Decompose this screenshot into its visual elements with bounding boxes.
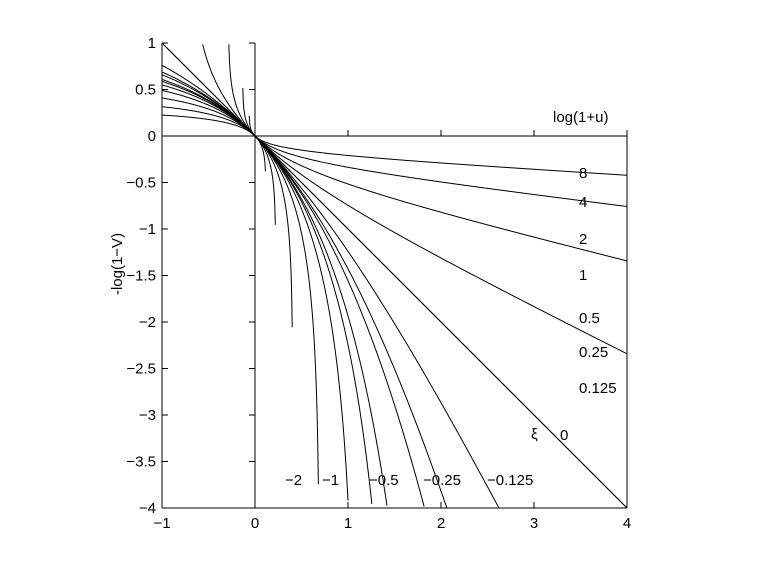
- curve-2: [202, 44, 628, 355]
- curve-label: 2: [579, 231, 587, 248]
- curve-label: −0.125: [487, 472, 533, 489]
- x-tick-label: 4: [623, 515, 631, 532]
- y-tick-label: 1: [148, 35, 156, 52]
- curve-0: [242, 87, 628, 207]
- curve-label: 0: [560, 427, 568, 444]
- curve-label: 0.125: [579, 380, 617, 397]
- curve-label: −0.5: [369, 472, 399, 489]
- curve-11: [161, 89, 319, 485]
- ticks: −1 0 1 2 3 4 1 0.5 0 −0.5 −1 −1.5 −2 −2.5 −3 −3.5 −4: [126, 35, 631, 532]
- x-tick-label: −1: [153, 515, 170, 532]
- y-tick-label: 0.5: [135, 82, 156, 99]
- curve-label: 0.5: [579, 310, 600, 327]
- curve-7: [161, 42, 628, 509]
- curve-15: [248, 115, 628, 176]
- curve-12: [161, 97, 293, 328]
- curve-13: [161, 106, 276, 225]
- curve-14: [161, 114, 266, 172]
- y-tick-label: 0: [148, 128, 156, 145]
- y-tick-label: −2.5: [126, 361, 156, 378]
- y-tick-label: −3.5: [126, 454, 156, 471]
- curve-1: [228, 44, 628, 262]
- curves: [161, 42, 628, 509]
- curve-label: −0.25: [423, 472, 461, 489]
- x-tick-label: 3: [530, 515, 538, 532]
- y-tick-label: −0.5: [126, 175, 156, 192]
- x-axis-label: log(1+u): [553, 109, 608, 126]
- y-axis-label: -log(1−V): [109, 233, 126, 295]
- curve-label: 0.25: [579, 344, 608, 361]
- curve-label: −2: [285, 472, 302, 489]
- y-tick-label: −1: [139, 221, 156, 238]
- curve-labels: 8 4 2 1 0.5 0.25 0.125 0 −0.125 −0.25 −0.5 −1 −2: [285, 165, 617, 489]
- curve-label: 4: [579, 194, 587, 211]
- curve-label: −1: [322, 472, 339, 489]
- x-tick-label: 1: [344, 515, 352, 532]
- curve-4: [161, 64, 499, 508]
- x-tick-label: 2: [437, 515, 445, 532]
- xi-symbol: ξ: [531, 426, 538, 443]
- y-tick-label: −4: [139, 500, 156, 517]
- curve-label: 8: [579, 165, 587, 182]
- curve-label: 1: [579, 267, 587, 284]
- y-tick-label: −2: [139, 314, 156, 331]
- x-tick-label: 0: [251, 515, 259, 532]
- curve-5: [161, 71, 448, 508]
- y-tick-label: −3: [139, 407, 156, 424]
- curve-6: [161, 74, 425, 507]
- y-tick-label: −1.5: [126, 268, 156, 285]
